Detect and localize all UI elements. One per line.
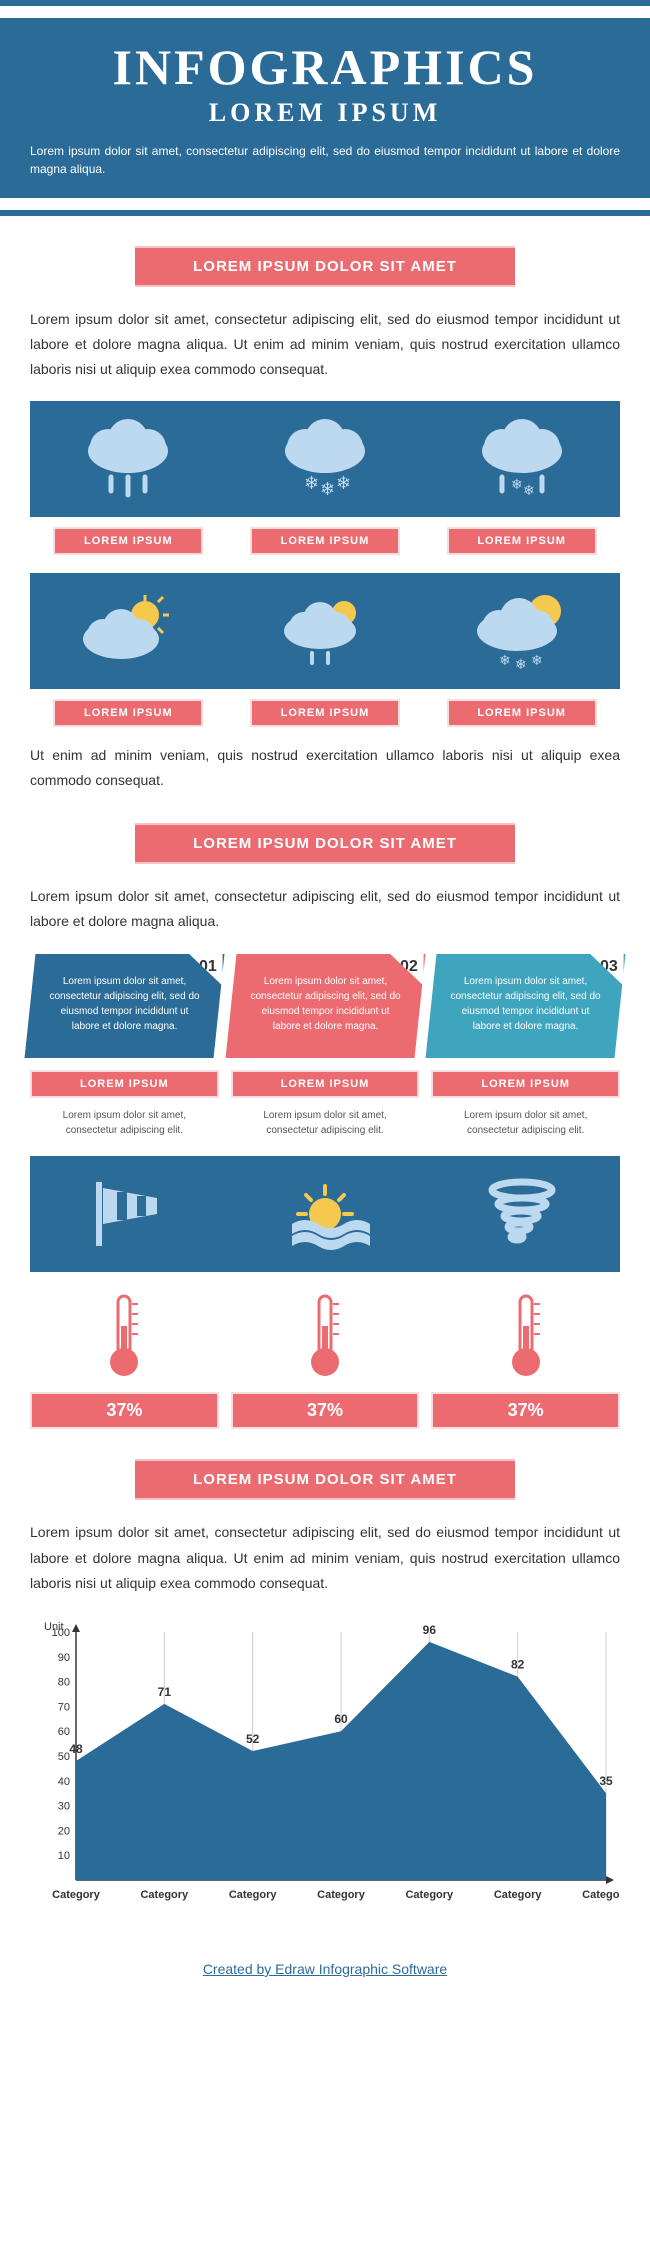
wx-label: LOREM IPSUM [53, 699, 203, 727]
sub-label: LOREM IPSUM [431, 1070, 620, 1098]
svg-text:82: 82 [511, 1658, 525, 1672]
rain-icon [30, 419, 227, 499]
sub-text: Lorem ipsum dolor sit amet, consectetur … [30, 1108, 219, 1138]
weather-row-2: ❄ ❄ ❄ [30, 573, 620, 689]
wx-label: LOREM IPSUM [447, 527, 597, 555]
percent-value: 37% [231, 1392, 420, 1429]
weather-row-2-labels: LOREM IPSUM LOREM IPSUM LOREM IPSUM [30, 699, 620, 727]
skew-card-2: 02 Lorem ipsum dolor sit amet, consectet… [225, 954, 425, 1058]
svg-text:20: 20 [58, 1825, 70, 1837]
skew-card-3: 03 Lorem ipsum dolor sit amet, consectet… [426, 954, 626, 1058]
svg-text:❄: ❄ [515, 656, 527, 671]
svg-text:70: 70 [58, 1701, 70, 1713]
svg-text:80: 80 [58, 1676, 70, 1688]
section2-heading: LOREM IPSUM DOLOR SIT AMET [135, 823, 515, 864]
skew-text: Lorem ipsum dolor sit amet, consectetur … [48, 974, 201, 1034]
svg-text:90: 90 [58, 1652, 70, 1664]
svg-text:Unit: Unit [44, 1621, 64, 1633]
section1-heading: LOREM IPSUM DOLOR SIT AMET [135, 246, 515, 287]
thermometer-icon [231, 1290, 420, 1380]
sub-label: LOREM IPSUM [231, 1070, 420, 1098]
svg-text:❄: ❄ [304, 473, 319, 493]
svg-text:60: 60 [58, 1726, 70, 1738]
header-top-stripe [0, 0, 650, 6]
svg-text:Category: Category [140, 1889, 189, 1901]
wx-label: LOREM IPSUM [250, 699, 400, 727]
sub-labels-row: LOREM IPSUM Lorem ipsum dolor sit amet, c… [30, 1070, 620, 1138]
svg-text:Category: Category [405, 1889, 454, 1901]
svg-text:❄: ❄ [523, 482, 535, 498]
header-bottom-stripe [0, 210, 650, 216]
sleet-icon: ❄❄ [423, 419, 620, 499]
wx-label: LOREM IPSUM [250, 527, 400, 555]
cloudy-sun-rain-icon [227, 591, 424, 671]
skew-text: Lorem ipsum dolor sit amet, consectetur … [450, 974, 603, 1034]
svg-text:71: 71 [158, 1685, 172, 1699]
sub-text: Lorem ipsum dolor sit amet, consectetur … [231, 1108, 420, 1138]
sunset-icon [227, 1174, 424, 1254]
partly-cloudy-icon [30, 591, 227, 671]
header-title: INFOGRAPHICS [30, 38, 620, 96]
svg-text:96: 96 [423, 1623, 437, 1637]
skew-card-1: 01 Lorem ipsum dolor sit amet, consectet… [25, 954, 225, 1058]
weather-row-1-labels: LOREM IPSUM LOREM IPSUM LOREM IPSUM [30, 527, 620, 555]
percent-value: 37% [431, 1392, 620, 1429]
svg-text:52: 52 [246, 1732, 260, 1746]
thermometer-icon [30, 1290, 219, 1380]
header: INFOGRAPHICS LOREM IPSUM Lorem ipsum dol… [0, 18, 650, 198]
svg-text:❄: ❄ [511, 476, 523, 492]
weather-row-1: ❄❄❄ ❄❄ [30, 401, 620, 517]
cloudy-sun-snow-icon: ❄ ❄ ❄ [423, 591, 620, 671]
footer-credit: Created by Edraw Infographic Software [0, 1941, 650, 2007]
sub-label: LOREM IPSUM [30, 1070, 219, 1098]
svg-text:❄: ❄ [531, 652, 543, 668]
svg-text:Category: Category [317, 1889, 366, 1901]
tornado-icon [423, 1174, 620, 1254]
skew-cards: 01 Lorem ipsum dolor sit amet, consectet… [30, 954, 620, 1058]
skew-text: Lorem ipsum dolor sit amet, consectetur … [249, 974, 402, 1034]
wind-sun-tornado-row [30, 1156, 620, 1272]
windsock-icon [30, 1174, 227, 1254]
svg-text:❄: ❄ [336, 473, 351, 493]
section1-text1: Lorem ipsum dolor sit amet, consectetur … [30, 307, 620, 383]
svg-text:40: 40 [58, 1776, 70, 1788]
section1-text2: Ut enim ad minim veniam, quis nostrud ex… [30, 743, 620, 793]
svg-text:50: 50 [58, 1751, 70, 1763]
svg-text:Category: Category [582, 1889, 620, 1901]
thermometer-row [30, 1290, 620, 1380]
header-desc: Lorem ipsum dolor sit amet, consectetur … [30, 142, 620, 178]
percent-row: 37% 37% 37% [30, 1392, 620, 1429]
svg-text:48: 48 [69, 1742, 83, 1756]
percent-value: 37% [30, 1392, 219, 1429]
svg-text:Category: Category [229, 1889, 278, 1901]
sub-text: Lorem ipsum dolor sit amet, consectetur … [431, 1108, 620, 1138]
section3-heading: LOREM IPSUM DOLOR SIT AMET [135, 1459, 515, 1500]
snow-icon: ❄❄❄ [227, 419, 424, 499]
wx-label: LOREM IPSUM [53, 527, 203, 555]
section2-text: Lorem ipsum dolor sit amet, consectetur … [30, 884, 620, 934]
header-subtitle: LOREM IPSUM [30, 98, 620, 128]
area-chart: 10203040506070809010048715260968235Categ… [30, 1616, 620, 1921]
svg-text:60: 60 [334, 1712, 348, 1726]
wx-label: LOREM IPSUM [447, 699, 597, 727]
svg-text:Category: Category [52, 1889, 101, 1901]
section3-text: Lorem ipsum dolor sit amet, consectetur … [30, 1520, 620, 1596]
svg-text:❄: ❄ [320, 479, 335, 499]
svg-text:❄: ❄ [499, 652, 511, 668]
svg-text:Category: Category [494, 1889, 543, 1901]
svg-text:10: 10 [58, 1850, 70, 1862]
thermometer-icon [431, 1290, 620, 1380]
svg-text:30: 30 [58, 1800, 70, 1812]
svg-text:35: 35 [599, 1774, 613, 1788]
